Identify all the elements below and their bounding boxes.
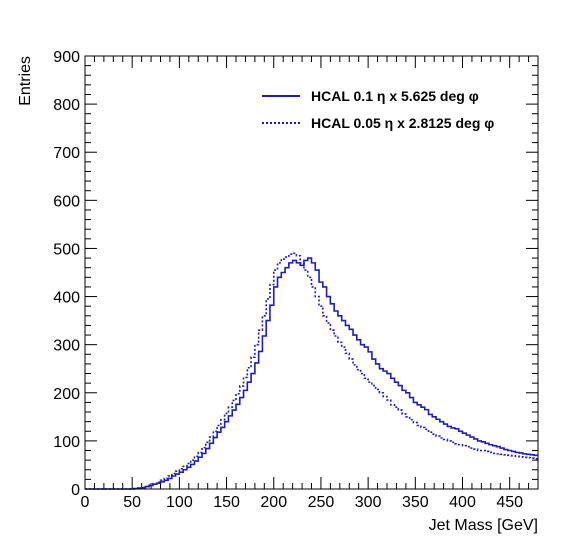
legend-label-series-2: HCAL 0.05 η x 2.8125 deg φ bbox=[311, 115, 494, 131]
x-tick-label: 300 bbox=[355, 494, 382, 511]
x-axis-title: Jet Mass [GeV] bbox=[429, 517, 538, 534]
y-axis-title: Entries bbox=[17, 56, 34, 106]
series-line-1 bbox=[85, 257, 538, 490]
y-tick-label: 500 bbox=[53, 241, 80, 258]
y-tick-label: 200 bbox=[53, 386, 80, 403]
x-tick-label: 350 bbox=[402, 494, 429, 511]
x-tick-label: 50 bbox=[123, 494, 141, 511]
x-tick-label: 150 bbox=[213, 494, 240, 511]
y-tick-label: 800 bbox=[53, 97, 80, 114]
legend-label-series-1: HCAL 0.1 η x 5.625 deg φ bbox=[311, 88, 479, 104]
y-tick-label: 900 bbox=[53, 49, 80, 66]
legend: HCAL 0.1 η x 5.625 deg φ HCAL 0.05 η x 2… bbox=[262, 88, 494, 131]
axis-ticks bbox=[84, 55, 539, 490]
x-tick-label: 100 bbox=[166, 494, 193, 511]
axis-tick-labels: 0 50 100 150 200 250 300 350 400 450 0 100 200 300 400… bbox=[53, 49, 523, 511]
x-tick-label: 450 bbox=[496, 494, 523, 511]
y-tick-label: 300 bbox=[53, 338, 80, 355]
y-tick-label: 700 bbox=[53, 145, 80, 162]
series-layer bbox=[85, 252, 538, 490]
x-tick-label: 250 bbox=[308, 494, 335, 511]
y-tick-label: 400 bbox=[53, 290, 80, 307]
plot-frame bbox=[84, 55, 539, 490]
x-tick-label: 400 bbox=[449, 494, 476, 511]
y-tick-label: 0 bbox=[71, 482, 80, 499]
series-line-2 bbox=[85, 252, 538, 490]
y-tick-label: 100 bbox=[53, 434, 80, 451]
x-tick-label: 0 bbox=[81, 494, 90, 511]
y-tick-label: 600 bbox=[53, 193, 80, 210]
x-tick-label: 200 bbox=[260, 494, 287, 511]
